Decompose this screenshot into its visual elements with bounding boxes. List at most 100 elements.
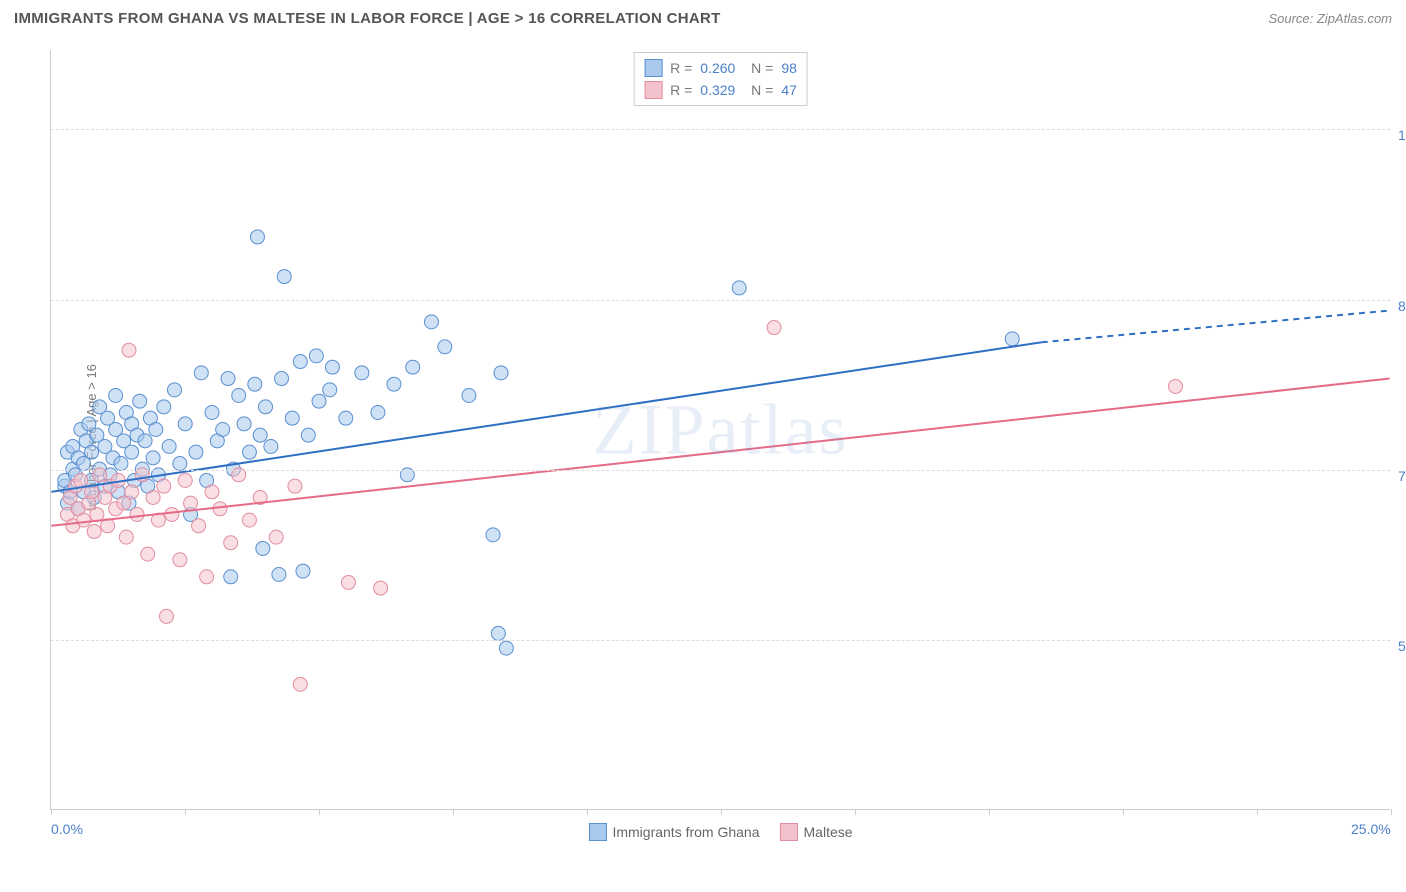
x-tick (855, 809, 856, 815)
series-legend: Immigrants from Ghana Maltese (588, 823, 852, 841)
data-point (119, 530, 133, 544)
data-point (168, 383, 182, 397)
data-point (256, 541, 270, 555)
data-point (296, 564, 310, 578)
data-point (141, 547, 155, 561)
r-value-maltese: 0.329 (700, 82, 735, 98)
data-point (205, 406, 219, 420)
data-point (216, 423, 230, 437)
gridline (51, 640, 1390, 641)
data-point (159, 609, 173, 623)
scatter-svg (51, 50, 1390, 809)
legend-label-maltese: Maltese (804, 824, 853, 840)
data-point (85, 445, 99, 459)
data-point (200, 570, 214, 584)
data-point (272, 568, 286, 582)
correlation-legend: R = 0.260 N = 98 R = 0.329 N = 47 (633, 52, 808, 106)
data-point (732, 281, 746, 295)
data-point (323, 383, 337, 397)
y-tick-label: 85.0% (1398, 298, 1406, 314)
data-point (293, 355, 307, 369)
data-point (87, 524, 101, 538)
data-point (138, 434, 152, 448)
x-tick (721, 809, 722, 815)
r-value-ghana: 0.260 (700, 60, 735, 76)
data-point (309, 349, 323, 363)
data-point (165, 507, 179, 521)
data-point (325, 360, 339, 374)
data-point (213, 502, 227, 516)
x-tick-label: 25.0% (1351, 821, 1391, 837)
data-point (339, 411, 353, 425)
data-point (224, 536, 238, 550)
x-tick (1257, 809, 1258, 815)
x-tick (1123, 809, 1124, 815)
gridline (51, 470, 1390, 471)
data-point (371, 406, 385, 420)
legend-item-maltese: Maltese (780, 823, 853, 841)
data-point (288, 479, 302, 493)
data-point (293, 677, 307, 691)
data-point (232, 389, 246, 403)
chart-header: IMMIGRANTS FROM GHANA VS MALTESE IN LABO… (14, 10, 1392, 27)
data-point (406, 360, 420, 374)
data-point (462, 389, 476, 403)
data-point (146, 490, 160, 504)
data-point (499, 641, 513, 655)
y-tick-label: 55.0% (1398, 638, 1406, 654)
data-point (387, 377, 401, 391)
data-point (248, 377, 262, 391)
data-point (424, 315, 438, 329)
chart-title: IMMIGRANTS FROM GHANA VS MALTESE IN LABO… (14, 10, 721, 27)
data-point (253, 428, 267, 442)
n-value-maltese: 47 (781, 82, 797, 98)
legend-row-ghana: R = 0.260 N = 98 (644, 57, 797, 79)
data-point (1005, 332, 1019, 346)
data-point (301, 428, 315, 442)
data-point (74, 473, 88, 487)
data-point (125, 485, 139, 499)
data-point (133, 394, 147, 408)
data-point (122, 343, 136, 357)
y-tick-label: 100.0% (1398, 127, 1406, 143)
data-point (250, 230, 264, 244)
swatch-maltese-bottom (780, 823, 798, 841)
data-point (125, 445, 139, 459)
chart-plot-area: R = 0.260 N = 98 R = 0.329 N = 47 ZIPatl… (50, 50, 1390, 810)
data-point (77, 513, 91, 527)
data-point (146, 451, 160, 465)
data-point (194, 366, 208, 380)
data-point (149, 423, 163, 437)
data-point (205, 485, 219, 499)
gridline (51, 300, 1390, 301)
data-point (355, 366, 369, 380)
data-point (438, 340, 452, 354)
x-tick (1391, 809, 1392, 815)
data-point (374, 581, 388, 595)
data-point (192, 519, 206, 533)
x-tick (989, 809, 990, 815)
data-point (341, 575, 355, 589)
data-point (275, 372, 289, 386)
data-point (184, 496, 198, 510)
n-value-ghana: 98 (781, 60, 797, 76)
data-point (157, 400, 171, 414)
data-point (285, 411, 299, 425)
data-point (277, 270, 291, 284)
swatch-ghana (644, 59, 662, 77)
data-point (130, 507, 144, 521)
data-point (157, 479, 171, 493)
data-point (242, 513, 256, 527)
legend-label-ghana: Immigrants from Ghana (612, 824, 759, 840)
x-tick (51, 809, 52, 815)
data-point (189, 445, 203, 459)
data-point (494, 366, 508, 380)
x-tick-label: 0.0% (51, 821, 83, 837)
data-point (767, 321, 781, 335)
data-point (269, 530, 283, 544)
data-point (237, 417, 251, 431)
swatch-maltese (644, 81, 662, 99)
x-tick (453, 809, 454, 815)
x-tick (185, 809, 186, 815)
gridline (51, 129, 1390, 130)
